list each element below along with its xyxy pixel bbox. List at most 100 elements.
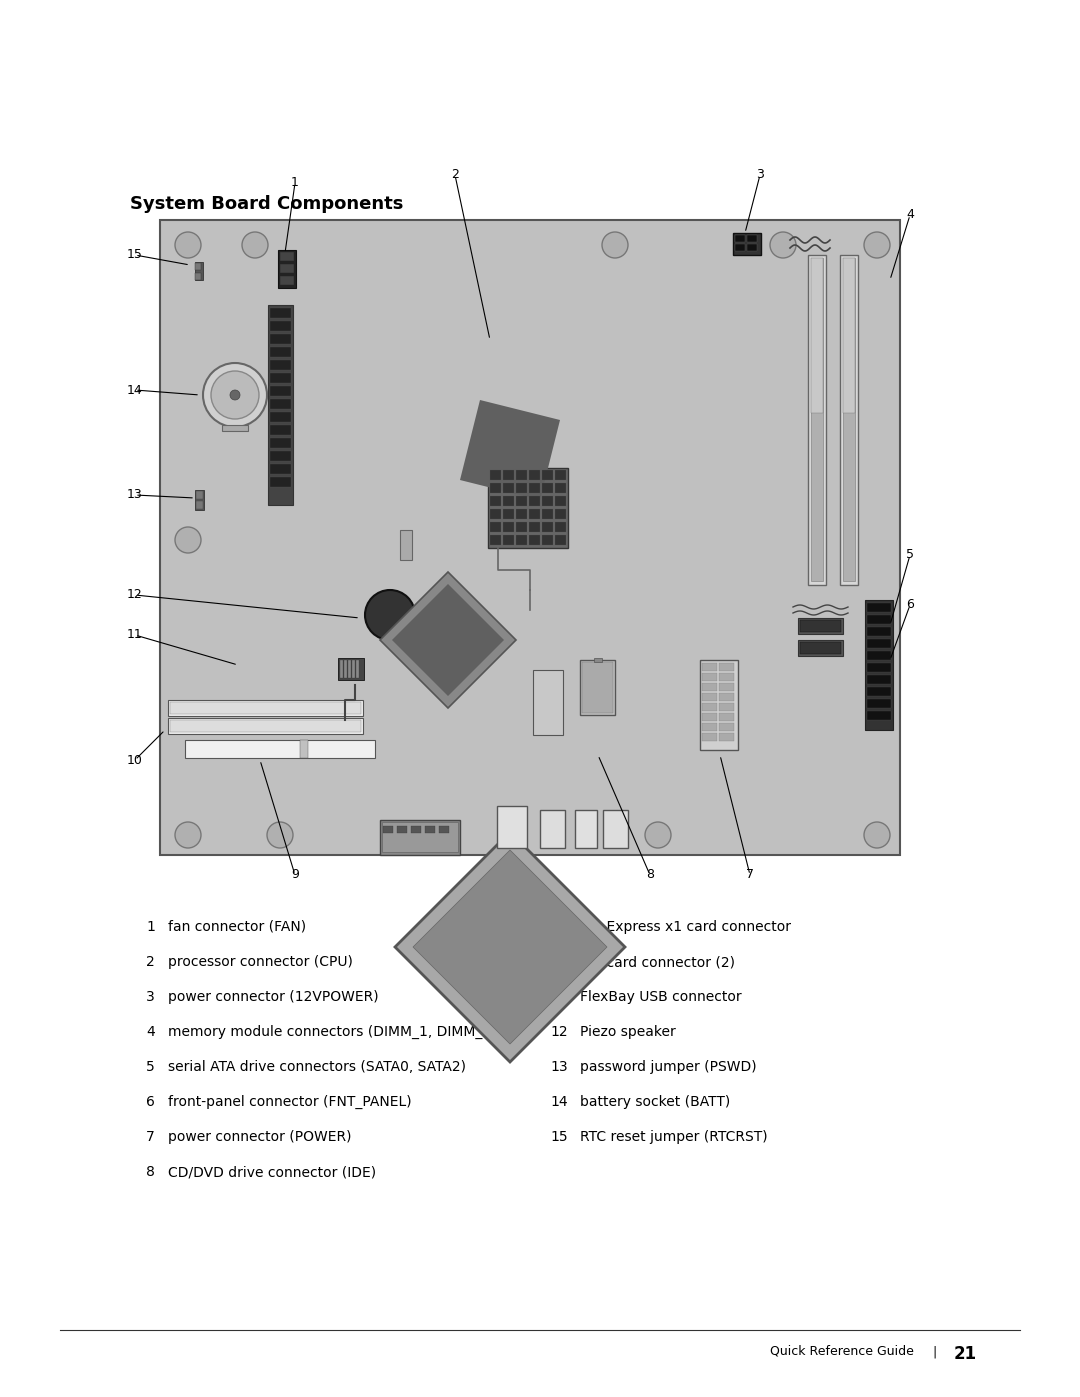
Text: 7: 7 (146, 1130, 156, 1144)
Bar (719, 724, 734, 731)
Bar (808, 256, 826, 585)
Bar (397, 826, 407, 833)
Polygon shape (460, 400, 561, 500)
Bar (195, 490, 204, 510)
Bar (867, 711, 891, 719)
Bar (867, 698, 891, 708)
Bar (747, 244, 757, 251)
Bar (555, 469, 566, 481)
Circle shape (230, 390, 240, 400)
Bar (383, 826, 393, 833)
Text: 10: 10 (127, 753, 143, 767)
Bar (503, 496, 514, 506)
Polygon shape (392, 584, 504, 696)
Bar (719, 733, 734, 740)
Bar (438, 826, 449, 833)
Bar (555, 535, 566, 545)
Text: 1: 1 (146, 921, 156, 935)
Bar (702, 712, 717, 721)
Text: Quick Reference Guide: Quick Reference Guide (770, 1345, 914, 1358)
Bar (840, 256, 858, 585)
Bar (700, 659, 738, 750)
Text: password jumper (PSWD): password jumper (PSWD) (580, 1060, 757, 1074)
Text: 15: 15 (127, 249, 143, 261)
Circle shape (211, 372, 259, 419)
Text: 4: 4 (146, 1025, 156, 1039)
Bar (867, 638, 891, 648)
Bar (867, 627, 891, 636)
Text: 6: 6 (146, 1095, 156, 1109)
Bar (542, 496, 553, 506)
Bar (170, 703, 361, 714)
Bar (168, 718, 363, 733)
Text: 6: 6 (906, 598, 914, 612)
Text: 3: 3 (146, 990, 156, 1004)
Bar (490, 496, 501, 506)
Bar (534, 671, 563, 735)
Bar (270, 425, 291, 434)
Text: 10: 10 (551, 956, 568, 970)
Bar (270, 346, 291, 358)
Circle shape (864, 232, 890, 258)
Circle shape (175, 821, 201, 848)
Bar (733, 233, 761, 256)
Text: 5: 5 (906, 549, 914, 562)
Text: 13: 13 (551, 1060, 568, 1074)
Text: 14: 14 (127, 384, 143, 397)
Bar (529, 483, 540, 493)
Bar (488, 468, 568, 548)
Bar (270, 334, 291, 344)
Text: PCI card connector (2): PCI card connector (2) (580, 956, 735, 970)
Bar (811, 258, 823, 581)
Bar (270, 321, 291, 331)
Bar (516, 509, 527, 520)
Bar (540, 810, 565, 848)
Text: RTC reset jumper (RTCRST): RTC reset jumper (RTCRST) (580, 1130, 768, 1144)
Polygon shape (395, 833, 625, 1062)
Text: 1: 1 (292, 176, 299, 190)
Bar (811, 258, 823, 414)
Text: processor connector (CPU): processor connector (CPU) (168, 956, 353, 970)
Bar (867, 615, 891, 624)
Circle shape (602, 232, 627, 258)
Bar (843, 258, 855, 581)
Bar (352, 659, 355, 678)
Bar (503, 469, 514, 481)
Text: 4: 4 (906, 208, 914, 222)
Bar (503, 509, 514, 520)
Circle shape (267, 821, 293, 848)
Bar (340, 659, 343, 678)
Bar (702, 683, 717, 692)
Bar (280, 251, 294, 261)
Bar (516, 522, 527, 532)
Bar (270, 373, 291, 383)
Bar (575, 810, 597, 848)
Bar (160, 219, 900, 855)
Text: 2: 2 (146, 956, 156, 970)
Text: 12: 12 (551, 1025, 568, 1039)
Bar (719, 673, 734, 680)
Text: PCI Express x1 card connector: PCI Express x1 card connector (580, 921, 791, 935)
Bar (542, 469, 553, 481)
Bar (582, 662, 613, 712)
Bar (490, 509, 501, 520)
Bar (529, 535, 540, 545)
Circle shape (365, 590, 415, 640)
Bar (702, 703, 717, 711)
Polygon shape (380, 571, 516, 708)
Bar (843, 258, 855, 414)
Text: 9: 9 (559, 921, 568, 935)
Bar (411, 826, 421, 833)
Bar (555, 496, 566, 506)
Bar (867, 675, 891, 685)
Bar (168, 700, 363, 717)
Bar (490, 522, 501, 532)
Bar (529, 509, 540, 520)
Circle shape (203, 363, 267, 427)
Bar (867, 664, 891, 672)
Text: CD/DVD drive connector (IDE): CD/DVD drive connector (IDE) (168, 1165, 376, 1179)
Bar (516, 483, 527, 493)
Text: 8: 8 (146, 1165, 156, 1179)
Text: 11: 11 (550, 990, 568, 1004)
Text: 12: 12 (127, 588, 143, 602)
